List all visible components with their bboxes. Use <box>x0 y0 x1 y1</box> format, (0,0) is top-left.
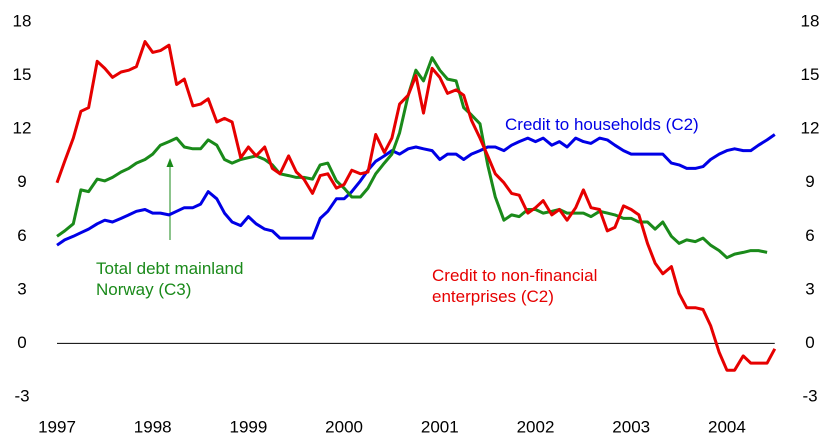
annotation-arrowhead <box>166 158 174 167</box>
y2-tick-label: 0 <box>805 333 814 352</box>
y-tick-label: 3 <box>17 279 26 298</box>
y2-tick-label: 18 <box>801 11 820 30</box>
y-tick-label: 0 <box>17 333 26 352</box>
x-tick-label: 2001 <box>421 417 459 436</box>
series-line <box>55 40 777 372</box>
x-tick-label: 2003 <box>612 417 650 436</box>
x-tick-label: 1999 <box>229 417 267 436</box>
x-tick-label: 1998 <box>134 417 172 436</box>
x-tick-label: 1997 <box>38 417 76 436</box>
series-label: Total debt mainland Norway (C3) <box>96 259 244 299</box>
x-tick-label: 2004 <box>708 417 746 436</box>
y-tick-label: 15 <box>13 65 32 84</box>
y-tick-label: 12 <box>13 119 32 138</box>
series-label: Credit to non-financial enterprises (C2) <box>432 266 598 306</box>
x-tick-label: 2002 <box>517 417 555 436</box>
y2-tick-label: 3 <box>805 279 814 298</box>
y2-tick-label: -3 <box>802 386 817 405</box>
series-line <box>56 133 776 247</box>
y2-tick-label: 9 <box>805 172 814 191</box>
y2-tick-label: 15 <box>801 65 820 84</box>
y2-tick-label: 6 <box>805 226 814 245</box>
x-tick-label: 2000 <box>325 417 363 436</box>
y2-tick-label: 12 <box>801 119 820 138</box>
y-tick-label: 6 <box>17 226 26 245</box>
series-label: Credit to households (C2) <box>505 115 699 134</box>
y-tick-label: -3 <box>14 386 29 405</box>
y-tick-label: 18 <box>13 11 32 30</box>
y-tick-label: 9 <box>17 172 26 191</box>
